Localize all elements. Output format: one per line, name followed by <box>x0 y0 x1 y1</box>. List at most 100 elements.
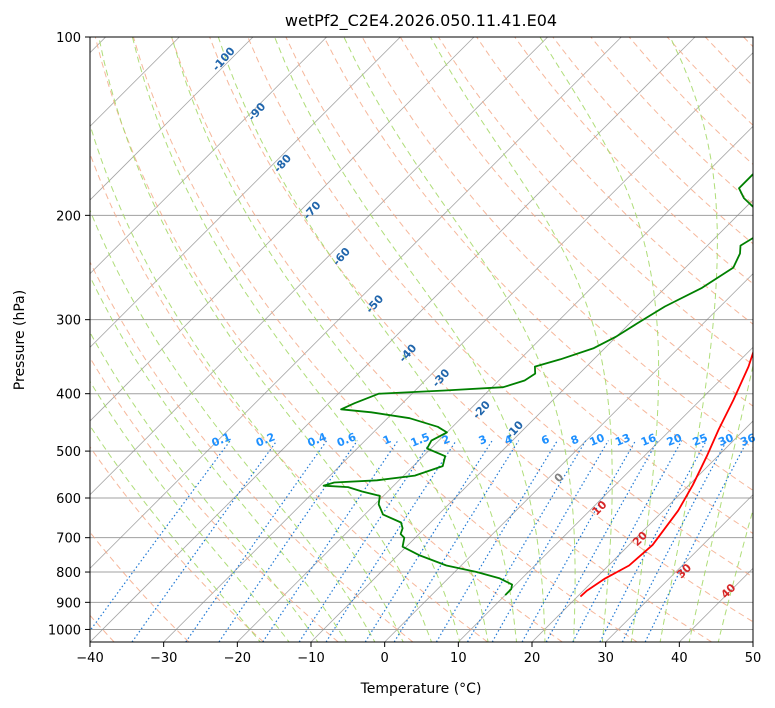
isotherm-line <box>90 37 401 348</box>
dry-adiabat-line <box>323 37 753 491</box>
dry-adiabat-line <box>285 37 753 535</box>
x-tick-label: −10 <box>297 651 324 666</box>
mixing-ratio-line <box>325 440 457 642</box>
mixing-ratio-line <box>466 440 587 642</box>
isotherm-line <box>310 199 753 642</box>
mixing-ratio-line <box>262 440 399 642</box>
isotherm-line <box>752 641 753 642</box>
mixing-ratio-label: 36 <box>738 431 757 449</box>
moist-adiabat-line <box>90 123 404 642</box>
mixing-ratio-label: 30 <box>716 431 735 449</box>
mixing-ratio-line <box>393 440 520 642</box>
x-axis-label: Temperature (°C) <box>360 681 482 697</box>
y-tick-label: 700 <box>56 532 81 547</box>
isotherm-line <box>90 37 327 275</box>
x-tick-label: 0 <box>381 651 389 666</box>
axes: −40 −30 −20 −10 0 10 20 30 40 5010020030040050060… <box>48 31 761 666</box>
y-tick-label: 900 <box>56 596 81 611</box>
mixing-ratio-line <box>90 440 231 632</box>
dry-adiabat-line <box>552 37 753 245</box>
mixing-ratio-line <box>435 440 558 642</box>
moist-adiabat-line <box>90 275 347 642</box>
mixing-ratio-line <box>185 440 328 642</box>
x-tick-label: −40 <box>76 651 103 666</box>
moist-adiabat-line <box>343 37 576 642</box>
moist-adiabat-line <box>98 37 433 642</box>
dry-adiabat-label: -40 <box>396 341 419 365</box>
moist-adiabat-line <box>688 363 753 642</box>
mixing-ratio-label: 3 <box>477 433 489 448</box>
mixing-ratio-line <box>491 440 609 642</box>
mixing-ratio-label: 6 <box>539 432 551 447</box>
mixing-ratio-label: 0.6 <box>335 430 358 449</box>
dry-adiabat-line <box>171 37 712 642</box>
mixing-ratio-line <box>364 440 493 642</box>
dry-adiabat-label: -20 <box>470 398 493 422</box>
mixing-ratio-label: 20 <box>665 431 684 449</box>
chart-title: wetPf2_C2E4.2026.050.11.41.E04 <box>285 11 557 31</box>
x-tick-label: −30 <box>150 651 177 666</box>
y-tick-label: 400 <box>56 388 81 403</box>
x-tick-label: −20 <box>224 651 251 666</box>
moist-adiabat-line <box>171 37 489 642</box>
y-tick-label: 600 <box>56 492 81 507</box>
moist-adiabat-line <box>274 37 546 642</box>
profile-series-line <box>322 172 753 596</box>
moist-adiabat-line <box>90 208 376 642</box>
profile-series-line <box>579 350 753 598</box>
moist-adiabat-label: 40 <box>718 581 738 601</box>
dry-adiabat-line <box>476 37 753 325</box>
mixing-ratio-label: 0.4 <box>306 430 329 449</box>
plot-frame <box>89 36 754 643</box>
dry-adiabat-label: -100 <box>210 44 238 73</box>
moist-adiabat-label: 20 <box>630 529 650 549</box>
moist-adiabat-line <box>90 424 261 642</box>
mixing-ratio-label: 13 <box>613 431 632 449</box>
dry-adiabat-line <box>590 37 753 205</box>
mixing-ratio-line <box>521 440 637 642</box>
mixing-ratio-line <box>644 440 748 642</box>
dry-adiabat-line <box>90 152 488 642</box>
mixing-ratio-line <box>298 440 432 642</box>
background-lines <box>90 37 753 642</box>
x-tick-label: 40 <box>671 651 688 666</box>
moist-adiabat-line <box>659 37 718 642</box>
dry-adiabat-line <box>743 37 753 48</box>
isotherm-line <box>458 346 753 642</box>
x-tick-label: 50 <box>745 651 762 666</box>
dry-adiabat-line <box>209 37 753 623</box>
mixing-ratio-line <box>131 440 278 642</box>
x-tick-label: 20 <box>524 651 541 666</box>
dry-adiabat-label: -70 <box>301 198 324 222</box>
isotherm-line <box>237 125 753 642</box>
isotherm-line <box>531 420 753 642</box>
y-tick-label: 800 <box>56 566 81 581</box>
isotherm-line <box>384 273 753 642</box>
moist-adiabat-line <box>90 331 319 642</box>
dry-adiabat-line <box>90 260 414 642</box>
moist-adiabat-line <box>717 507 753 642</box>
dry-adiabat-line <box>90 356 339 642</box>
dry-adiabat-line <box>132 37 638 642</box>
mixing-ratio-label: 2 <box>440 433 452 448</box>
mixing-ratio-label: 0.1 <box>210 430 233 449</box>
isotherm-line <box>90 37 475 422</box>
moist-adiabat-line <box>217 37 518 642</box>
dry-adiabat-label: -60 <box>330 245 353 269</box>
moist-adiabat-line <box>131 37 461 642</box>
dry-adiabat-line <box>94 37 563 642</box>
isotherm-line <box>90 37 254 201</box>
y-tick-label: 200 <box>56 209 81 224</box>
mixing-ratio-label: 16 <box>639 431 658 449</box>
dry-adiabat-label: -80 <box>271 152 294 176</box>
y-tick-label: 300 <box>56 314 81 329</box>
y-tick-label: 1000 <box>48 623 81 638</box>
y-tick-label: 100 <box>56 31 81 46</box>
mixing-ratio-label: 0.2 <box>254 430 277 449</box>
x-tick-label: 10 <box>450 651 467 666</box>
dry-adiabat-label: -90 <box>245 100 268 124</box>
dry-adiabat-label: -50 <box>363 292 386 316</box>
y-axis-label: Pressure (hPa) <box>12 290 28 390</box>
mixing-ratio-label: 10 <box>587 431 606 449</box>
